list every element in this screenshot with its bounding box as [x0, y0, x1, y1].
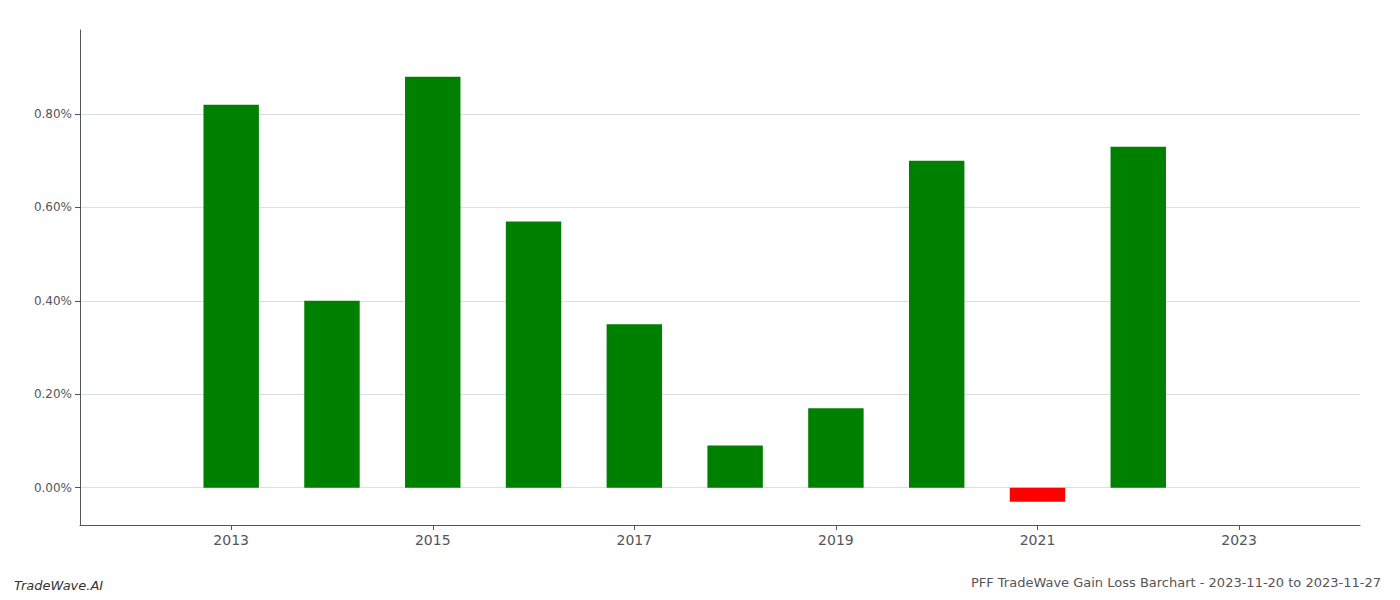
svg-text:0.60%: 0.60%	[34, 200, 72, 214]
svg-text:0.80%: 0.80%	[34, 107, 72, 121]
svg-text:0.00%: 0.00%	[34, 481, 72, 495]
svg-text:0.40%: 0.40%	[34, 294, 72, 308]
svg-text:2013: 2013	[213, 532, 249, 548]
svg-text:PFF TradeWave Gain Loss Barcha: PFF TradeWave Gain Loss Barchart - 2023-…	[971, 575, 1381, 590]
svg-text:0.20%: 0.20%	[34, 387, 72, 401]
svg-text:2017: 2017	[617, 532, 653, 548]
svg-text:2015: 2015	[415, 532, 451, 548]
svg-text:2019: 2019	[818, 532, 854, 548]
svg-text:2021: 2021	[1020, 532, 1056, 548]
svg-text:TradeWave.AI: TradeWave.AI	[14, 578, 103, 593]
svg-text:2023: 2023	[1221, 532, 1257, 548]
